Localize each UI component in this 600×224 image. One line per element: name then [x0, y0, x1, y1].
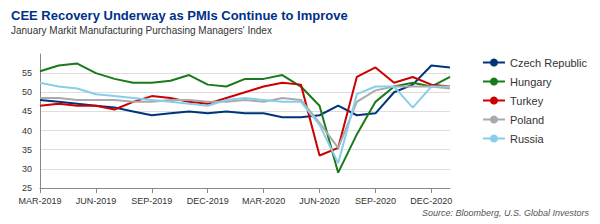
svg-text:35: 35 [22, 145, 32, 155]
svg-text:SEP-2019: SEP-2019 [131, 196, 172, 206]
svg-text:55: 55 [22, 68, 32, 78]
svg-text:DEC-2019: DEC-2019 [187, 196, 229, 206]
svg-text:Hungary: Hungary [510, 76, 552, 88]
svg-text:Turkey: Turkey [510, 95, 544, 107]
svg-text:Poland: Poland [510, 114, 544, 126]
svg-text:25: 25 [22, 183, 32, 193]
svg-text:JUN-2019: JUN-2019 [76, 196, 117, 206]
svg-text:Czech Republic: Czech Republic [510, 57, 588, 69]
svg-text:MAR-2019: MAR-2019 [18, 196, 61, 206]
svg-text:CEE Recovery Underway as PMIs: CEE Recovery Underway as PMIs Continue t… [11, 8, 348, 23]
svg-text:SEP-2020: SEP-2020 [355, 196, 396, 206]
svg-text:DEC-2020: DEC-2020 [410, 196, 452, 206]
svg-text:Source: Bloomberg, U.S. Global: Source: Bloomberg, U.S. Global Investors [422, 208, 590, 218]
svg-text:45: 45 [22, 106, 32, 116]
svg-text:40: 40 [22, 126, 32, 136]
svg-text:MAR-2020: MAR-2020 [242, 196, 285, 206]
svg-text:50: 50 [22, 87, 32, 97]
svg-text:January Markit Manufacturing P: January Markit Manufacturing Purchasing … [11, 25, 272, 36]
svg-text:Russia: Russia [510, 133, 545, 145]
svg-text:30: 30 [22, 164, 32, 174]
svg-text:JUN-2020: JUN-2020 [299, 196, 340, 206]
